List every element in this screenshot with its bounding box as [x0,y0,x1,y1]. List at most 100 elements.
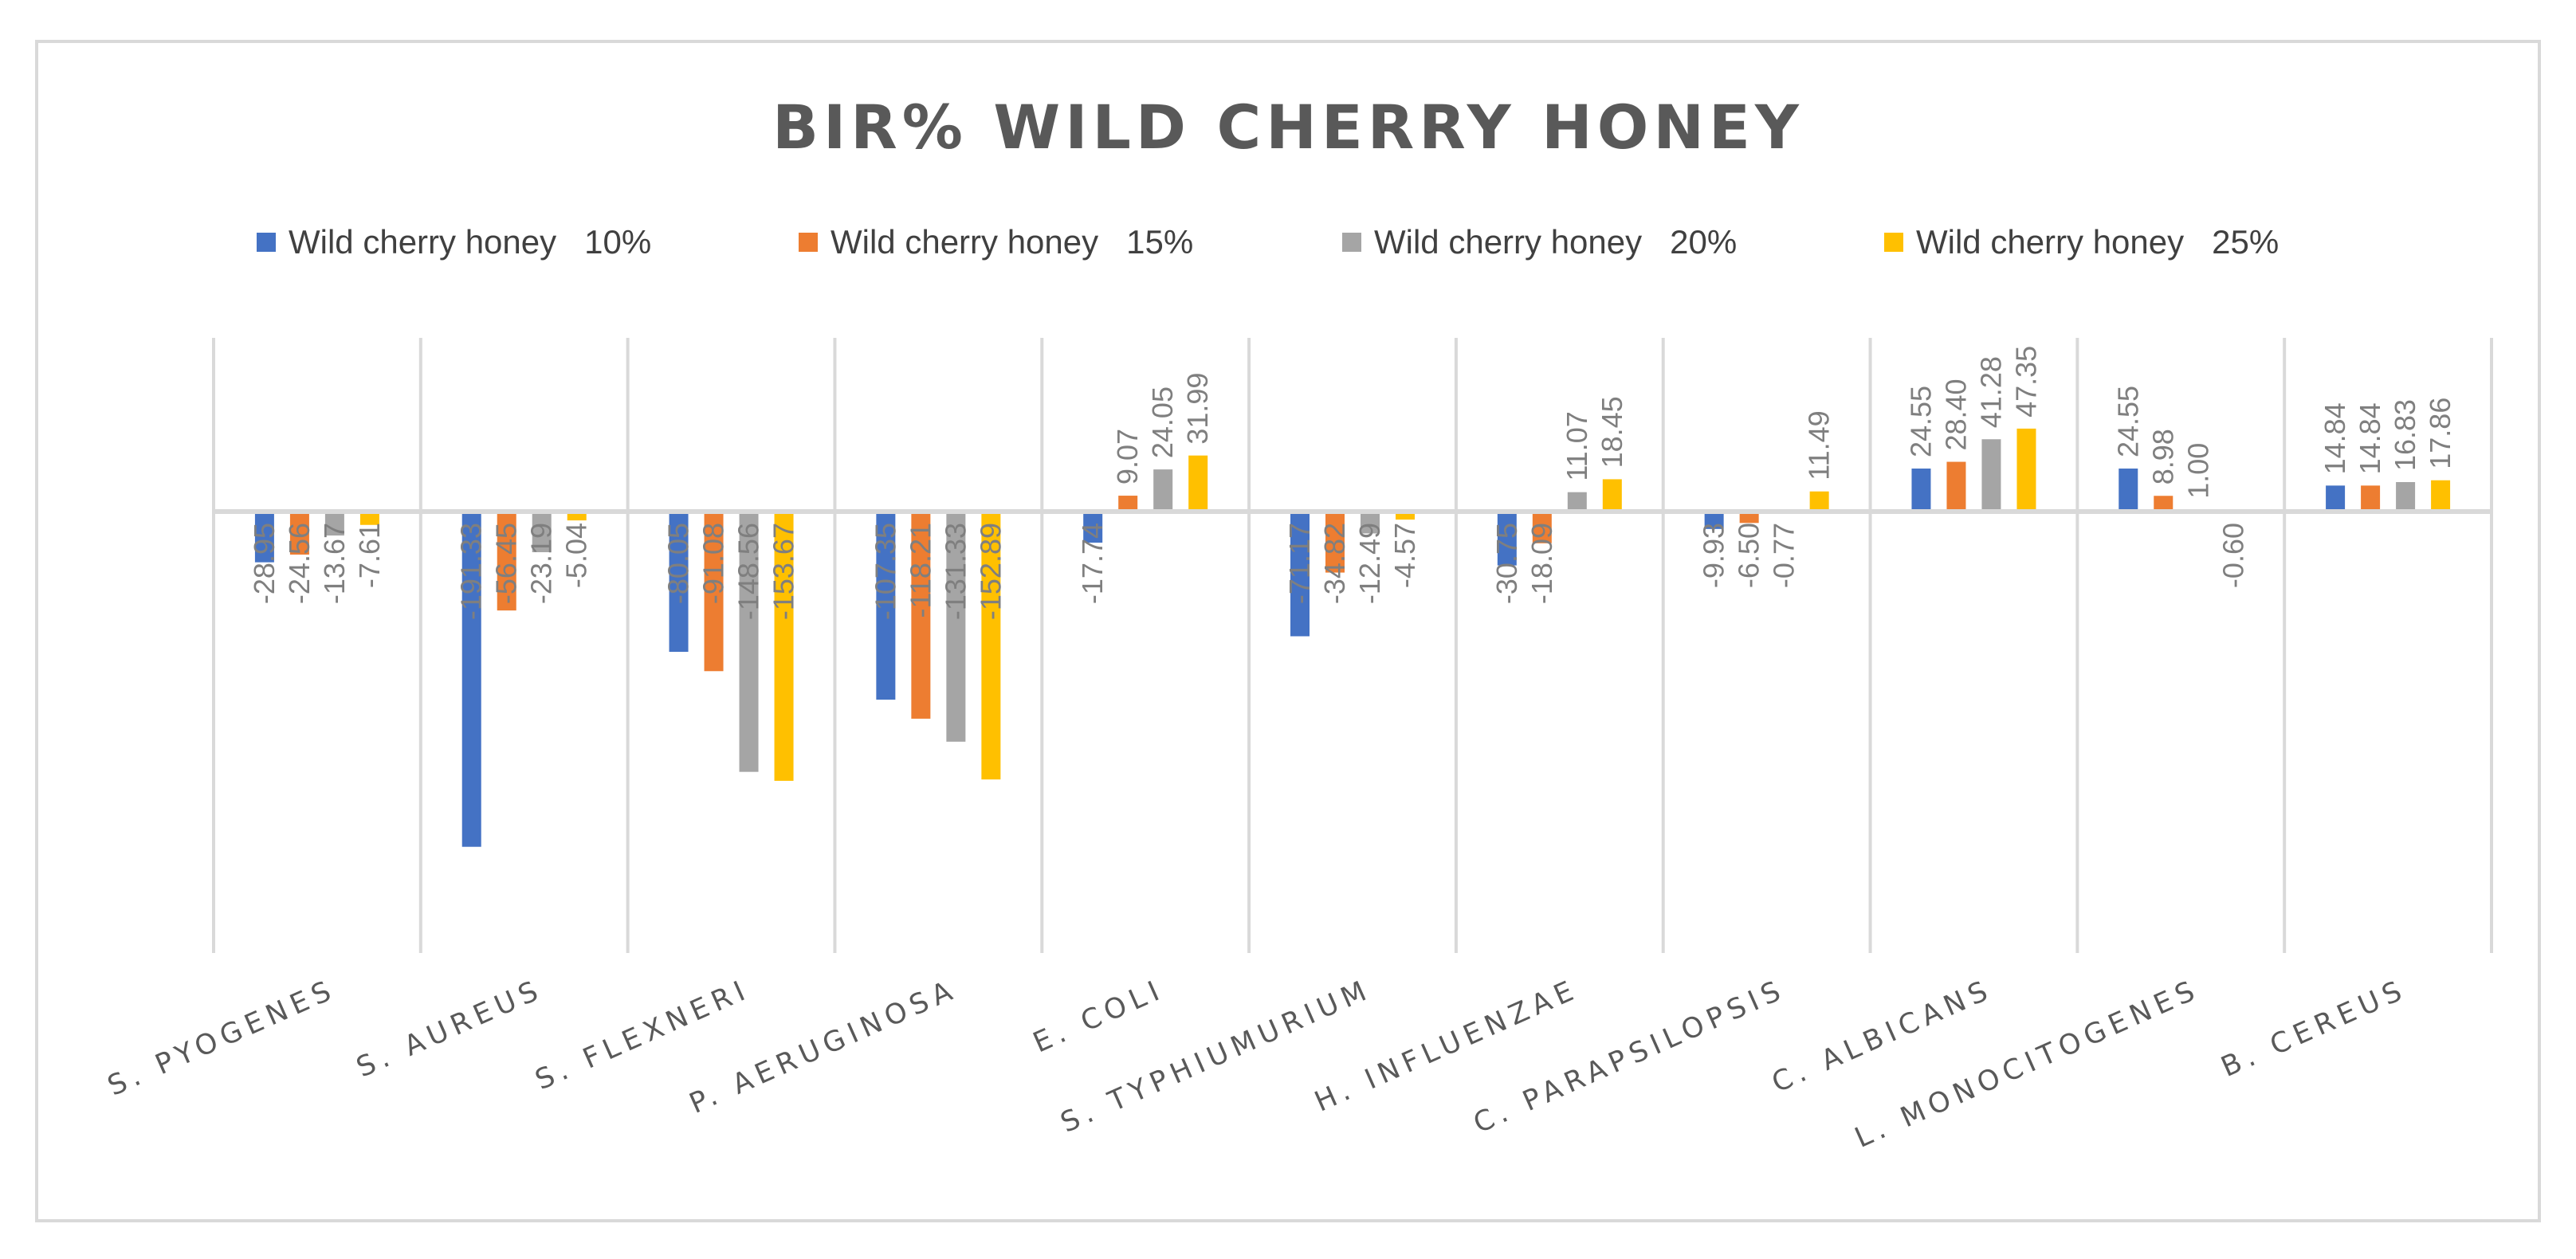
value-label-c-parapsilopsis-series-1: -9.93 [1698,523,1730,588]
value-label-b-cereus-series-3: 16.83 [2389,399,2421,471]
bar-p-aeruginosa-series-1 [876,512,896,700]
value-label-c-albicans-series-3: 41.28 [1974,356,2007,428]
bar-l-monocitogenes-series-1 [2119,469,2138,512]
value-label-b-cereus-series-1: 14.84 [2319,402,2351,474]
value-label-c-albicans-series-1: 24.55 [1904,386,1937,457]
value-label-s-aureus-series-2: -56.45 [490,523,523,604]
bar-s-flexneri-series-3 [739,512,759,772]
chart-title: BIR% WILD CHERRY HONEY [772,92,1804,163]
legend-label-2: Wild cherry honey 15% [831,223,1193,261]
value-label-p-aeruginosa-series-4: -152.89 [974,523,1007,620]
value-label-p-aeruginosa-series-3: -131.33 [939,523,972,620]
data-labels: -28.95 -24.56 -13.67 -7.61 -191.33 -56.45 -23.… [248,346,2456,620]
value-label-p-aeruginosa-series-1: -107.35 [869,523,901,620]
legend: Wild cherry honey 10% Wild cherry honey 1… [257,223,2279,261]
bar-p-aeruginosa-series-4 [981,512,1001,780]
value-label-e-coli-series-2: 9.07 [1111,429,1144,484]
bar-s-flexneri-series-4 [774,512,794,781]
bar-s-flexneri-series-1 [669,512,689,653]
bar-s-typhiumurium-series-3 [1361,512,1380,534]
bars [254,428,2451,847]
bar-s-aureus-series-1 [461,512,481,847]
bar-c-albicans-series-4 [2016,428,2036,512]
value-label-s-pyogenes-series-4: -7.61 [353,523,386,588]
bar-c-parapsilopsis-series-2 [1739,512,1759,524]
legend-label-4: Wild cherry honey 25% [1916,223,2279,261]
value-label-h-influenzae-series-3: 11.07 [1561,411,1593,480]
value-label-c-albicans-series-4: 47.35 [2009,346,2042,418]
bar-h-influenzae-series-4 [1602,479,1622,512]
value-label-b-cereus-series-2: 14.84 [2354,402,2386,474]
bar-b-cereus-series-1 [2326,485,2346,512]
bar-b-cereus-series-3 [2396,481,2416,512]
bar-s-flexneri-series-2 [704,512,724,672]
value-label-s-flexneri-series-3: -148.56 [732,523,765,620]
bar-p-aeruginosa-series-2 [911,512,931,719]
legend-label-3: Wild cherry honey 20% [1374,223,1737,261]
bar-s-pyogenes-series-1 [254,512,274,563]
value-label-e-coli-series-4: 31.99 [1181,373,1214,445]
bar-s-pyogenes-series-4 [359,512,379,525]
value-label-h-influenzae-series-4: 18.45 [1596,396,1628,468]
value-label-c-parapsilopsis-series-4: 11.49 [1803,410,1836,480]
bar-c-albicans-series-3 [1981,439,2001,512]
bar-c-parapsilopsis-series-1 [1704,512,1724,529]
value-label-s-aureus-series-4: -5.04 [560,523,593,588]
value-label-s-typhiumurium-series-4: -4.57 [1388,523,1421,588]
value-label-l-monocitogenes-series-3: 1.00 [2181,443,2214,499]
value-label-s-typhiumurium-series-2: -34.82 [1318,523,1351,604]
value-label-s-typhiumurium-series-1: -71.17 [1283,523,1316,604]
value-label-s-aureus-series-3: -23.19 [525,523,558,604]
bar-s-typhiumurium-series-2 [1325,512,1345,573]
value-label-e-coli-series-1: -17.74 [1076,523,1109,604]
bar-h-influenzae-series-1 [1497,512,1517,566]
bar-e-coli-series-2 [1118,496,1138,512]
bar-c-parapsilopsis-series-4 [1809,491,1829,512]
value-label-c-parapsilopsis-series-3: -0.77 [1768,523,1800,588]
value-label-p-aeruginosa-series-2: -118.21 [904,523,937,618]
value-label-h-influenzae-series-1: -30.75 [1490,523,1523,604]
bar-s-aureus-series-4 [567,512,587,521]
value-label-s-aureus-series-1: -191.33 [455,523,488,620]
value-label-s-typhiumurium-series-3: -12.49 [1353,523,1386,604]
value-label-s-flexneri-series-2: -91.08 [697,523,730,604]
category-gridlines [212,338,2493,953]
legend-swatch-2 [799,233,818,252]
value-label-s-pyogenes-series-1: -28.95 [248,523,281,604]
value-label-b-cereus-series-4: 17.86 [2424,398,2456,469]
value-label-h-influenzae-series-2: -18.09 [1526,523,1558,604]
bar-e-coli-series-4 [1188,455,1208,512]
bar-s-pyogenes-series-3 [324,512,344,536]
bar-h-influenzae-series-2 [1532,512,1552,543]
bar-s-typhiumurium-series-1 [1290,512,1310,637]
bar-c-albicans-series-1 [1911,469,1931,512]
value-label-c-parapsilopsis-series-2: -6.50 [1733,523,1765,588]
legend-swatch-4 [1884,233,1903,252]
value-label-s-pyogenes-series-3: -13.67 [318,523,351,604]
legend-swatch-1 [257,233,276,252]
value-label-l-monocitogenes-series-1: 24.55 [2111,386,2144,457]
value-label-s-pyogenes-series-2: -24.56 [283,523,316,604]
value-label-l-monocitogenes-series-2: 8.98 [2146,429,2179,484]
bar-s-pyogenes-series-2 [289,512,309,555]
value-label-s-flexneri-series-1: -80.05 [662,523,695,604]
value-label-c-albicans-series-2: 28.40 [1939,378,1972,450]
value-label-l-monocitogenes-series-4: -0.60 [2217,523,2249,588]
bar-c-albicans-series-2 [1946,461,1966,512]
legend-swatch-3 [1342,233,1361,252]
chart-frame [35,40,2541,1222]
bar-e-coli-series-1 [1083,512,1103,543]
bar-h-influenzae-series-3 [1567,492,1587,512]
value-label-e-coli-series-3: 24.05 [1146,386,1179,458]
bar-l-monocitogenes-series-2 [2154,496,2174,512]
bar-p-aeruginosa-series-3 [946,512,966,742]
bar-s-typhiumurium-series-4 [1396,512,1415,520]
bar-b-cereus-series-4 [2431,480,2451,512]
bar-s-aureus-series-3 [532,512,552,552]
value-label-s-flexneri-series-4: -153.67 [768,523,800,620]
bar-s-aureus-series-2 [497,512,516,611]
bar-e-coli-series-3 [1153,469,1173,512]
bar-b-cereus-series-2 [2361,485,2381,512]
legend-label-1: Wild cherry honey 10% [289,223,651,261]
